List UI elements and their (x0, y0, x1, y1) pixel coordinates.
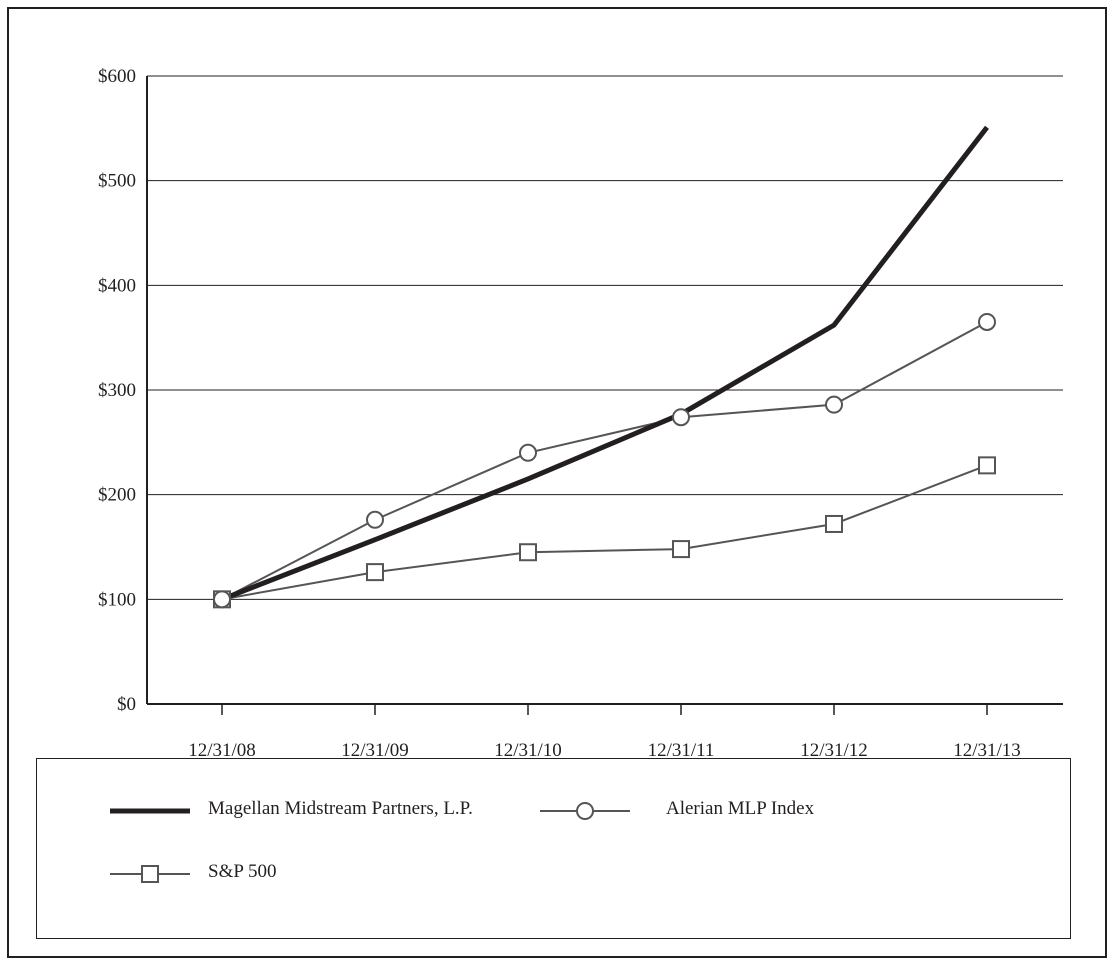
legend-swatch-sp500 (110, 865, 190, 883)
x-tick-label-3: 12/31/11 (648, 740, 715, 761)
gridlines (147, 75, 1063, 600)
legend-swatch-alerian (540, 802, 630, 820)
marker-alerian-0 (213, 590, 231, 609)
legend-label-sp500: S&P 500 (208, 861, 277, 882)
marker-alerian-3 (672, 408, 690, 427)
legend-label-magellan: Magellan Midstream Partners, L.P. (208, 798, 473, 819)
legend-swatch-magellan (110, 808, 190, 814)
marker-sp500-3 (672, 540, 690, 559)
series-lines (221, 125, 989, 602)
x-tick-label-2: 12/31/10 (494, 740, 562, 761)
series-line-1 (221, 321, 988, 601)
x-tick-label-1: 12/31/09 (341, 740, 409, 761)
y-tick-label-300: $300 (98, 380, 136, 401)
marker-sp500-5 (978, 456, 996, 475)
marker-sp500-1 (366, 563, 384, 582)
tick-labels: $0 $100 $200 $300 $400 $500 $600 12/31/08 12/31/… (98, 66, 1021, 761)
legend-label-alerian: Alerian MLP Index (666, 798, 815, 819)
marker-alerian-4 (825, 395, 843, 414)
y-tick-label-500: $500 (98, 171, 136, 192)
x-tick-label-5: 12/31/13 (953, 740, 1021, 761)
x-tick-label-0: 12/31/08 (188, 740, 256, 761)
marker-alerian-5 (978, 312, 996, 331)
marker-sp500-4 (825, 514, 843, 533)
legend: Magellan Midstream Partners, L.P. Aleria… (36, 758, 1071, 939)
series-markers (213, 312, 996, 609)
y-tick-label-600: $600 (98, 66, 136, 87)
series-line-2 (221, 464, 988, 601)
x-tick-label-4: 12/31/12 (800, 740, 868, 761)
y-tick-label-400: $400 (98, 275, 136, 296)
series-line-0 (221, 125, 989, 602)
marker-alerian-2 (519, 443, 537, 462)
marker-alerian-1 (366, 510, 384, 529)
y-tick-label-200: $200 (98, 485, 136, 506)
marker-sp500-2 (519, 543, 537, 562)
chart-frame (7, 7, 1107, 958)
axes (146, 76, 1063, 715)
y-tick-label-0: $0 (117, 694, 136, 715)
y-tick-label-100: $100 (98, 589, 136, 610)
